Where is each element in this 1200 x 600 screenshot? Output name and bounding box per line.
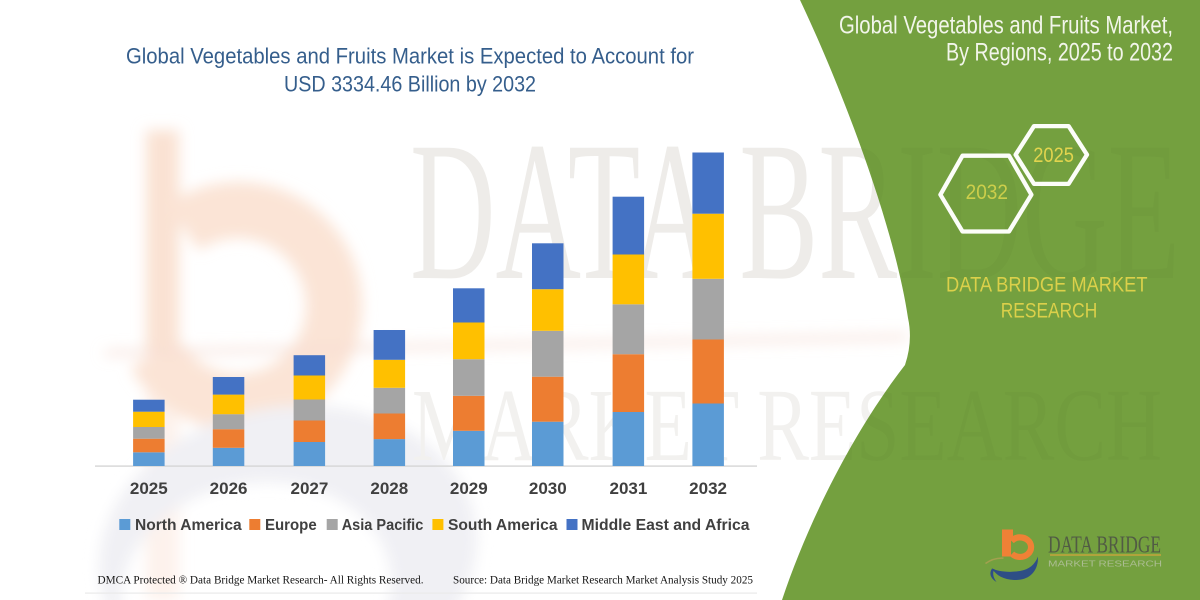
- svg-text:North America: North America: [135, 517, 242, 534]
- svg-text:Source: Data Bridge Market Res: Source: Data Bridge Market Research Mark…: [453, 573, 753, 587]
- svg-text:Middle East and Africa: Middle East and Africa: [582, 517, 750, 534]
- svg-text:2028: 2028: [370, 479, 408, 498]
- svg-text:Global Vegetables and Fruits M: Global Vegetables and Fruits Market,: [839, 12, 1173, 40]
- svg-text:By Regions, 2025 to 2032: By Regions, 2025 to 2032: [946, 39, 1173, 67]
- svg-text:2032: 2032: [689, 479, 727, 498]
- svg-text:DATA BRIDGE MARKET: DATA BRIDGE MARKET: [946, 274, 1148, 297]
- svg-text:Europe: Europe: [265, 517, 317, 534]
- svg-text:RESEARCH: RESEARCH: [1001, 300, 1098, 323]
- svg-text:2025: 2025: [1033, 144, 1074, 167]
- svg-text:2030: 2030: [529, 479, 567, 498]
- svg-text:DMCA Protected ® Data Bridge M: DMCA Protected ® Data Bridge Market Rese…: [98, 573, 424, 587]
- svg-text:USD 3334.46 Billion by 2032: USD 3334.46 Billion by 2032: [284, 72, 536, 97]
- svg-text:2031: 2031: [609, 479, 647, 498]
- svg-text:2025: 2025: [130, 479, 168, 498]
- svg-text:2032: 2032: [966, 181, 1008, 204]
- svg-text:DATA BRIDGE: DATA BRIDGE: [1048, 533, 1161, 559]
- svg-text:South America: South America: [448, 517, 558, 534]
- svg-text:2029: 2029: [450, 479, 488, 498]
- svg-text:Global Vegetables and Fruits M: Global Vegetables and Fruits Market is E…: [126, 44, 694, 69]
- svg-text:2027: 2027: [290, 479, 328, 498]
- svg-text:2026: 2026: [210, 479, 248, 498]
- svg-text:MARKET RESEARCH: MARKET RESEARCH: [1048, 559, 1162, 569]
- svg-text:Asia Pacific: Asia Pacific: [342, 517, 424, 534]
